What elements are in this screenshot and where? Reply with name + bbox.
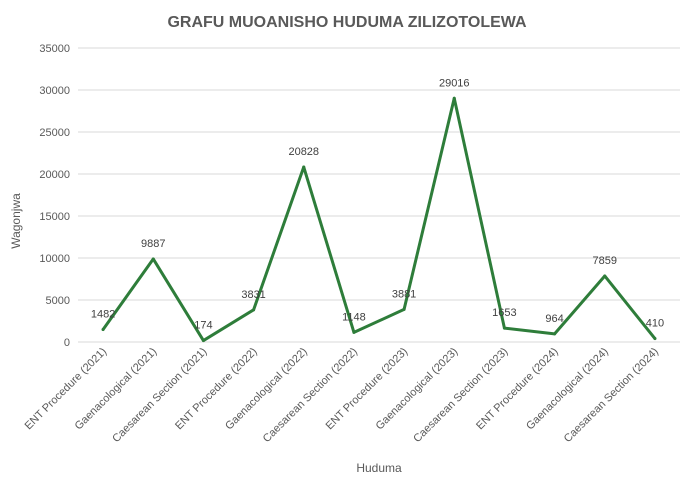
x-tick-label: ENT Procedure (2021) bbox=[23, 346, 110, 433]
chart-title: GRAFU MUOANISHO HUDUMA ZILIZOTOLEWA bbox=[167, 14, 527, 31]
data-label: 964 bbox=[545, 313, 563, 325]
data-label: 3881 bbox=[392, 288, 416, 300]
data-label: 9887 bbox=[141, 238, 165, 250]
data-point bbox=[201, 339, 205, 343]
x-axis-ticks: ENT Procedure (2021)Gaenacological (2021… bbox=[23, 346, 661, 445]
y-tick-label: 35000 bbox=[39, 43, 70, 55]
y-tick-label: 15000 bbox=[39, 211, 70, 223]
y-axis-title: Wagonjwa bbox=[9, 193, 23, 249]
y-tick-label: 25000 bbox=[39, 127, 70, 139]
x-tick-label: Caesarean Section (2023) bbox=[411, 346, 510, 445]
data-label: 1653 bbox=[492, 307, 516, 319]
x-tick-label: Caesarean Section (2021) bbox=[110, 346, 209, 445]
data-label: 20828 bbox=[288, 146, 319, 158]
data-label: 174 bbox=[194, 320, 212, 332]
data-point bbox=[101, 328, 105, 332]
x-tick-label: Caesarean Section (2022) bbox=[261, 346, 360, 445]
x-axis-title: Huduma bbox=[356, 461, 402, 475]
data-label: 1482 bbox=[91, 309, 115, 321]
y-tick-label: 30000 bbox=[39, 85, 70, 97]
data-label: 410 bbox=[646, 318, 664, 330]
x-tick-label: Gaenacological (2024) bbox=[524, 346, 611, 433]
data-label: 29016 bbox=[439, 77, 470, 89]
gridlines bbox=[78, 47, 680, 343]
x-tick-label: ENT Procedure (2023) bbox=[324, 346, 411, 433]
x-tick-label: Caesarean Section (2024) bbox=[562, 346, 661, 445]
y-tick-label: 5000 bbox=[46, 295, 70, 307]
x-tick-label: ENT Procedure (2022) bbox=[173, 346, 260, 433]
y-tick-label: 20000 bbox=[39, 169, 70, 181]
x-tick-label: Gaenacological (2022) bbox=[223, 346, 310, 433]
data-label: 1148 bbox=[342, 311, 366, 323]
data-point bbox=[252, 308, 256, 312]
x-tick-label: Gaenacological (2021) bbox=[73, 346, 160, 433]
data-point bbox=[553, 332, 557, 336]
data-point bbox=[151, 257, 155, 261]
data-point bbox=[352, 330, 356, 334]
data-point bbox=[302, 165, 306, 169]
y-axis-ticks: 0 5000 10000 15000 20000 25000 30000 35000 bbox=[39, 43, 70, 349]
y-tick-label: 10000 bbox=[39, 253, 70, 265]
data-point bbox=[402, 307, 406, 311]
data-labels: 1482 9887 174 3831 20828 1148 3881 29016 1653 964… bbox=[91, 77, 664, 331]
x-tick-label: ENT Procedure (2024) bbox=[474, 346, 561, 433]
series-line bbox=[101, 96, 657, 343]
y-tick-label: 0 bbox=[64, 337, 70, 349]
data-point bbox=[502, 326, 506, 330]
data-label: 3831 bbox=[241, 289, 265, 301]
x-tick-label: Gaenacological (2023) bbox=[374, 346, 461, 433]
data-point bbox=[603, 274, 607, 278]
series-layer bbox=[101, 96, 657, 343]
data-point bbox=[653, 337, 657, 341]
data-label: 7859 bbox=[593, 255, 617, 267]
data-point bbox=[452, 96, 456, 100]
